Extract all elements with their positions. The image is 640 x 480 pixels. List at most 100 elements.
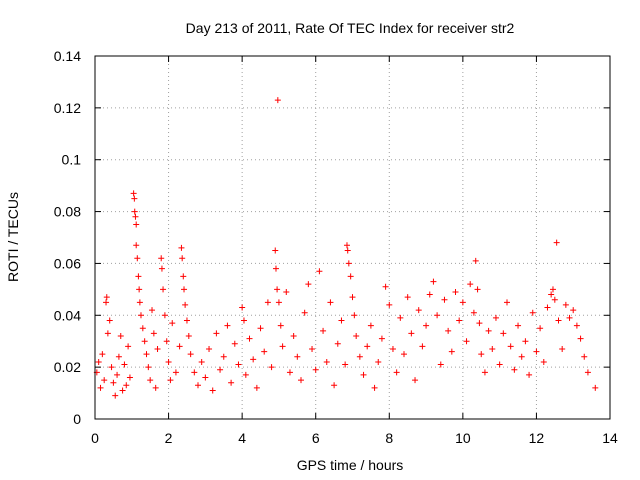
data-point bbox=[452, 288, 459, 295]
data-point bbox=[228, 379, 235, 386]
data-point bbox=[584, 369, 591, 376]
data-point bbox=[434, 312, 441, 319]
data-point bbox=[147, 377, 154, 384]
data-point bbox=[114, 371, 121, 378]
data-point bbox=[397, 314, 404, 321]
x-tick-label: 14 bbox=[602, 430, 618, 446]
data-point bbox=[518, 353, 525, 360]
data-point bbox=[423, 322, 430, 329]
data-point bbox=[294, 353, 301, 360]
x-tick-label: 0 bbox=[91, 430, 99, 446]
data-point bbox=[149, 307, 156, 314]
data-point bbox=[351, 312, 358, 319]
data-point bbox=[187, 351, 194, 358]
data-point bbox=[286, 369, 293, 376]
data-point bbox=[551, 296, 558, 303]
data-point bbox=[217, 366, 224, 373]
y-tick-label: 0.04 bbox=[54, 307, 81, 323]
data-point bbox=[507, 343, 514, 350]
data-point bbox=[239, 304, 246, 311]
x-axis-label: GPS time / hours bbox=[297, 457, 404, 473]
data-point bbox=[264, 299, 271, 306]
data-point bbox=[343, 242, 350, 249]
data-point bbox=[180, 273, 187, 280]
data-point bbox=[331, 382, 338, 389]
data-point bbox=[504, 299, 510, 306]
data-point bbox=[133, 221, 140, 228]
data-point bbox=[375, 358, 382, 365]
data-point bbox=[253, 384, 260, 391]
data-point bbox=[566, 314, 573, 321]
data-point bbox=[562, 301, 569, 308]
data-point bbox=[104, 330, 111, 337]
data-point bbox=[213, 330, 220, 337]
data-point bbox=[95, 358, 102, 365]
data-point bbox=[312, 366, 319, 373]
data-point bbox=[548, 291, 555, 298]
data-point bbox=[117, 333, 124, 340]
data-point bbox=[275, 299, 282, 306]
data-point bbox=[195, 382, 201, 389]
data-point bbox=[511, 366, 518, 373]
data-point bbox=[141, 338, 148, 345]
y-tick-label: 0 bbox=[73, 411, 81, 427]
data-point bbox=[220, 353, 227, 360]
data-point bbox=[522, 338, 529, 345]
data-point bbox=[371, 384, 378, 391]
data-point bbox=[570, 307, 577, 314]
data-point bbox=[179, 255, 186, 262]
data-point bbox=[445, 327, 452, 334]
data-point bbox=[345, 260, 352, 267]
y-tick-label: 0.12 bbox=[54, 100, 81, 116]
data-point bbox=[356, 353, 363, 360]
y-tick-label: 0.08 bbox=[54, 204, 81, 220]
data-point bbox=[540, 358, 547, 365]
data-point bbox=[526, 371, 533, 378]
data-point bbox=[559, 345, 566, 352]
data-point bbox=[408, 330, 415, 337]
data-point bbox=[367, 322, 374, 329]
x-tick-label: 6 bbox=[312, 430, 320, 446]
data-point bbox=[320, 327, 327, 334]
data-point bbox=[364, 343, 371, 350]
data-point bbox=[268, 364, 275, 371]
plot-frame bbox=[94, 55, 611, 420]
data-point bbox=[257, 325, 264, 332]
data-point bbox=[161, 312, 168, 319]
data-point bbox=[474, 286, 481, 293]
data-point bbox=[412, 377, 419, 384]
data-point bbox=[430, 278, 437, 285]
data-points bbox=[93, 97, 599, 399]
data-point bbox=[103, 294, 110, 301]
data-point bbox=[182, 301, 189, 308]
data-point bbox=[592, 384, 599, 391]
data-point bbox=[290, 333, 297, 340]
data-point bbox=[125, 343, 132, 350]
data-point bbox=[136, 299, 143, 306]
data-point bbox=[261, 348, 268, 355]
data-point bbox=[183, 317, 190, 324]
data-point bbox=[316, 268, 323, 275]
data-point bbox=[198, 358, 205, 365]
data-point bbox=[500, 330, 507, 337]
data-point bbox=[485, 327, 492, 334]
data-point bbox=[283, 288, 290, 295]
data-point bbox=[301, 309, 308, 316]
data-point bbox=[437, 361, 444, 368]
data-point bbox=[135, 273, 142, 280]
data-point bbox=[224, 322, 231, 329]
data-point bbox=[136, 286, 143, 293]
data-point bbox=[132, 213, 139, 220]
data-point bbox=[131, 208, 138, 215]
data-point bbox=[103, 299, 110, 306]
data-point bbox=[123, 382, 130, 389]
data-point bbox=[481, 369, 488, 376]
data-point bbox=[456, 317, 463, 324]
data-point bbox=[231, 340, 238, 347]
data-point bbox=[130, 190, 137, 197]
data-point bbox=[150, 330, 157, 337]
chart-title: Day 213 of 2011, Rate Of TEC Index for r… bbox=[186, 20, 515, 36]
data-point bbox=[139, 325, 146, 332]
data-point bbox=[172, 369, 179, 376]
data-point bbox=[131, 195, 138, 202]
